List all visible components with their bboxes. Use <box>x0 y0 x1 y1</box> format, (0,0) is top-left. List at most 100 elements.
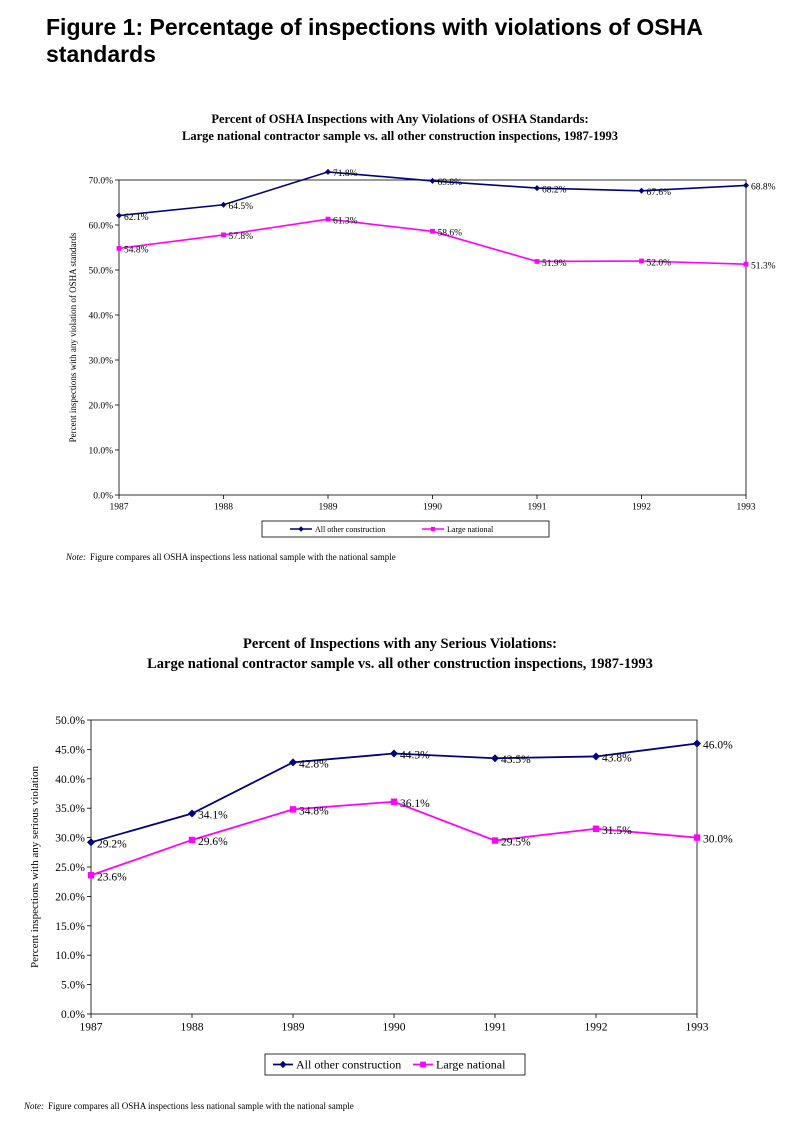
data-label: 44.3% <box>400 750 430 762</box>
data-point-diamond <box>390 749 398 758</box>
chart-subtitle: Large national contractor sample vs. all… <box>147 656 653 672</box>
y-tick-label: 30.0% <box>88 356 113 366</box>
x-tick-label: 1990 <box>423 503 442 513</box>
data-point-square <box>639 258 644 264</box>
data-point-square <box>289 806 297 813</box>
y-tick-label: 0.0% <box>61 1009 85 1021</box>
data-label: 23.6% <box>97 871 127 883</box>
x-tick-label: 1989 <box>282 1022 305 1034</box>
data-label: 68.8% <box>751 183 776 193</box>
chart-title: Percent of OSHA Inspections with Any Vio… <box>211 112 589 126</box>
data-point-diamond <box>188 809 196 818</box>
legend-marker-square <box>420 1061 426 1068</box>
x-tick-label: 1992 <box>632 503 651 513</box>
x-tick-label: 1991 <box>528 503 547 513</box>
chart-title: Percent of Inspections with any Serious … <box>243 636 557 652</box>
x-tick-label: 1987 <box>110 503 129 513</box>
data-label: 46.0% <box>703 740 733 752</box>
data-label: 62.1% <box>124 213 149 223</box>
data-point-diamond <box>491 754 499 763</box>
legend-marker-square <box>430 526 436 532</box>
x-tick-label: 1989 <box>319 503 338 513</box>
data-point-square <box>87 872 95 879</box>
data-label: 68.2% <box>542 185 567 195</box>
chart-subtitle: Large national contractor sample vs. all… <box>182 129 618 143</box>
data-label: 64.5% <box>229 202 254 212</box>
data-label: 67.6% <box>647 188 672 198</box>
page-title: Figure 1: Percentage of inspections with… <box>46 14 703 67</box>
data-point-square <box>534 259 540 264</box>
data-point-diamond <box>429 177 436 184</box>
y-axis-label: Percent inspections with any violation o… <box>68 232 78 442</box>
x-tick-label: 1993 <box>686 1022 709 1034</box>
y-tick-label: 15.0% <box>55 921 85 933</box>
data-point-square <box>390 798 398 805</box>
data-point-diamond <box>693 739 701 748</box>
data-label: 52.0% <box>647 258 672 268</box>
legend-marker-diamond <box>298 526 304 532</box>
data-label: 36.1% <box>400 798 430 810</box>
y-tick-label: 35.0% <box>55 803 85 815</box>
y-axis-label: Percent inspections with any serious vio… <box>29 766 41 968</box>
data-label: 30.0% <box>703 834 733 846</box>
data-point-diamond <box>116 212 122 219</box>
x-tick-label: 1987 <box>80 1022 103 1034</box>
data-label: 34.1% <box>198 810 228 822</box>
data-point-square <box>188 836 196 844</box>
data-point-square <box>693 834 701 841</box>
data-point-square <box>221 232 226 238</box>
data-point-square <box>430 228 435 234</box>
y-tick-label: 70.0% <box>88 176 113 186</box>
data-point-diamond <box>592 752 600 761</box>
legend-box <box>264 1053 526 1076</box>
data-point-diamond <box>220 201 227 208</box>
data-label: 43.8% <box>602 752 632 764</box>
data-label: 31.5% <box>602 825 632 837</box>
data-point-diamond <box>743 182 749 189</box>
x-tick-label: 1992 <box>585 1022 608 1034</box>
chart-note: Note: Figure compares all OSHA inspection… <box>24 1101 354 1111</box>
y-tick-label: 50.0% <box>88 266 113 276</box>
y-tick-label: 5.0% <box>61 980 85 992</box>
note-prefix: Note: <box>66 552 86 562</box>
y-tick-label: 45.0% <box>55 744 85 756</box>
data-point-square <box>491 837 499 844</box>
x-tick-label: 1988 <box>214 503 233 513</box>
legend-marker-diamond <box>279 1060 287 1069</box>
legend-box <box>261 520 550 538</box>
legend-label: All other construction <box>315 525 385 534</box>
data-label: 29.5% <box>501 837 531 849</box>
note-text: Figure compares all OSHA inspections les… <box>48 1101 354 1111</box>
data-label: 42.8% <box>299 758 329 770</box>
legend-label: Large national <box>447 525 494 534</box>
note-prefix: Note: <box>24 1101 44 1111</box>
y-tick-label: 20.0% <box>55 891 85 903</box>
data-label: 69.8% <box>438 178 463 188</box>
y-tick-label: 10.0% <box>55 950 85 962</box>
data-point-diamond <box>87 838 95 847</box>
y-tick-label: 40.0% <box>55 774 85 786</box>
data-point-square <box>325 216 331 222</box>
x-tick-label: 1991 <box>484 1022 507 1034</box>
legend-label: All other construction <box>296 1058 401 1072</box>
data-label: 54.8% <box>124 246 149 256</box>
data-label: 51.3% <box>751 261 776 271</box>
data-label: 43.5% <box>501 754 531 766</box>
chart-any-violations: Percent of OSHA Inspections with Any Vio… <box>66 112 776 562</box>
y-tick-label: 40.0% <box>88 311 113 321</box>
data-point-diamond <box>289 758 297 767</box>
note-text: Figure compares all OSHA inspections les… <box>90 552 396 562</box>
data-point-square <box>116 246 122 251</box>
x-tick-label: 1990 <box>383 1022 406 1034</box>
legend-label: Large national <box>436 1058 506 1072</box>
y-tick-label: 0.0% <box>93 491 113 501</box>
y-tick-label: 20.0% <box>88 401 113 411</box>
y-tick-label: 30.0% <box>55 833 85 845</box>
y-tick-label: 60.0% <box>88 221 113 231</box>
data-label: 61.3% <box>333 216 358 226</box>
data-point-diamond <box>325 168 331 175</box>
data-label: 51.9% <box>542 259 567 269</box>
y-tick-label: 25.0% <box>55 862 85 874</box>
